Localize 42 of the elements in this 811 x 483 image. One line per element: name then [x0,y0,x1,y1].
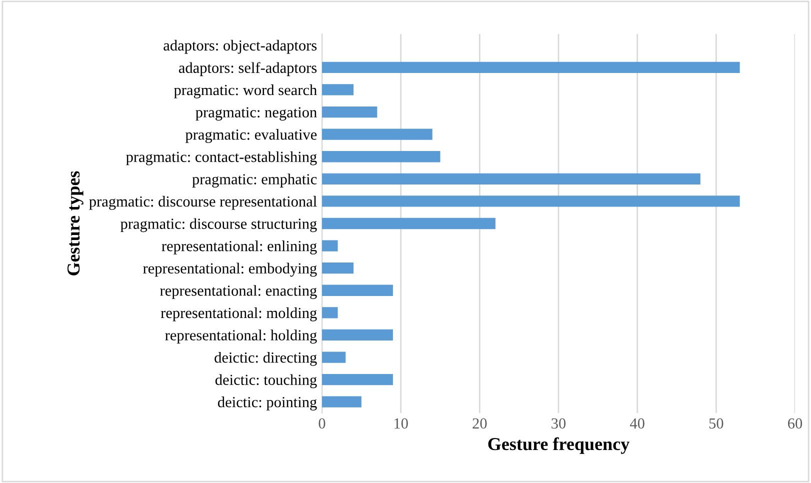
bar [322,352,346,363]
y-tick-label: deictic: touching [215,374,317,388]
bar [322,284,393,296]
bar [322,218,496,230]
x-tick-label: 40 [630,418,644,429]
y-tick-label: pragmatic: negation [196,107,317,121]
x-axis-title: Gesture frequency [488,437,630,454]
y-tick-label: adaptors: object-adaptors [164,40,317,54]
y-tick-label: pragmatic: discourse representational [89,196,317,210]
y-tick-label: representational: holding [165,330,317,344]
y-tick-label: adaptors: self-adaptors [178,62,317,76]
y-tick-label: deictic: pointing [218,396,317,410]
x-tick-label: 50 [709,418,724,429]
bar [322,62,740,74]
bar [322,262,354,274]
x-tick-label: 0 [318,418,326,429]
bar [322,151,440,162]
x-tick-label: 30 [552,418,566,429]
bar [322,196,740,207]
bar [322,106,378,118]
bar [322,240,338,252]
y-tick-label: deictic: directing [214,352,317,366]
y-tick-label: representational: molding [160,307,317,322]
x-tick-label: 10 [394,418,408,429]
y-tick-label: pragmatic: evaluative [185,129,317,143]
bar [322,329,393,341]
y-tick-label: pragmatic: discourse structuring [120,218,317,232]
y-axis-title: Gesture types [68,171,84,276]
y-tick-label: representational: enlining [162,240,317,254]
bar [322,396,362,408]
bar [322,128,432,140]
x-tick-label: 60 [788,418,802,429]
y-tick-label: pragmatic: word search [174,84,317,98]
y-tick-label: pragmatic: contact-establishing [126,151,317,166]
x-tick-label: 20 [472,418,487,429]
y-tick-label: pragmatic: emphatic [192,174,317,188]
y-tick-label: representational: embodying [143,262,317,277]
bar [322,84,354,96]
bar [322,173,700,184]
y-tick-label: representational: enacting [160,285,317,299]
bar [322,307,338,318]
bar [322,374,393,386]
